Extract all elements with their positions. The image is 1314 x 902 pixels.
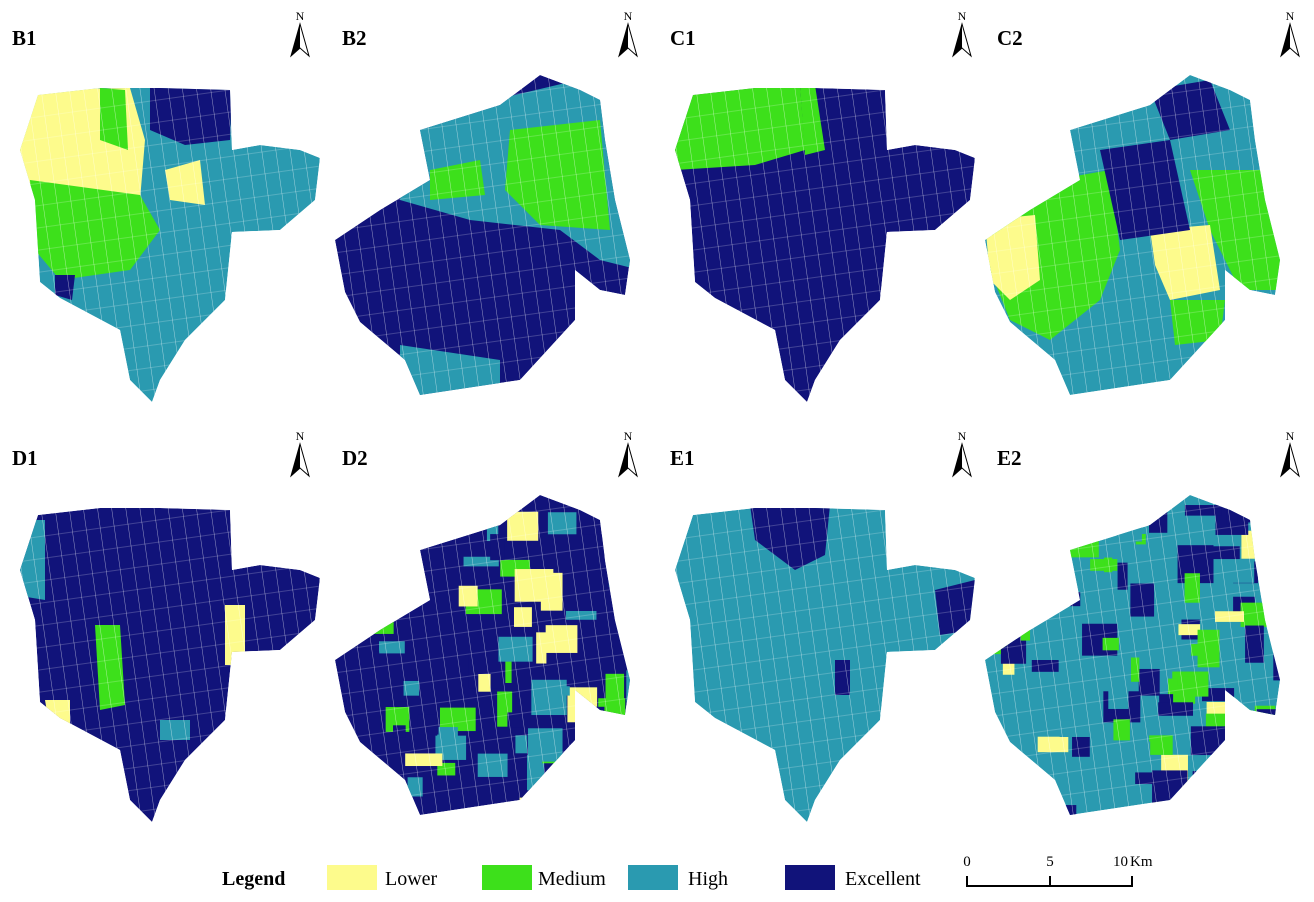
legend-label: Medium <box>538 868 606 890</box>
zone <box>599 747 630 784</box>
zone <box>638 519 658 536</box>
zone <box>335 537 356 546</box>
north-arrow-half <box>1281 24 1290 56</box>
zone <box>1275 518 1280 528</box>
zone <box>1192 771 1207 788</box>
north-arrow-half <box>953 444 962 476</box>
legend-label: Excellent <box>845 868 921 890</box>
north-label: N <box>296 429 305 443</box>
zone <box>544 780 554 815</box>
panel-label: E2 <box>997 446 1022 470</box>
scale-label: 5 <box>1046 854 1054 870</box>
north-label: N <box>958 429 967 443</box>
zone <box>1253 773 1280 797</box>
legend-title: Legend <box>222 868 285 890</box>
zone <box>1011 587 1032 619</box>
zone <box>636 813 663 847</box>
zone <box>1003 573 1016 593</box>
panel-label: B1 <box>12 26 37 50</box>
zone <box>366 787 399 815</box>
north-arrow-half <box>291 444 300 476</box>
panel-label: C1 <box>670 26 696 50</box>
legend: Legend Lower Medium High Excellent <box>222 865 921 890</box>
zone <box>1209 780 1235 815</box>
legend-swatch <box>482 865 532 890</box>
zone <box>986 589 1018 615</box>
zone <box>1024 761 1034 797</box>
legend-swatch <box>327 865 377 890</box>
zone <box>419 498 435 509</box>
zone <box>1259 726 1280 742</box>
north-label: N <box>296 9 305 23</box>
zone <box>336 627 348 643</box>
zone <box>358 582 387 607</box>
panel-label: D2 <box>342 446 368 470</box>
zone <box>1288 561 1314 582</box>
zone <box>545 795 566 815</box>
zone <box>1073 518 1093 540</box>
north-label: N <box>624 9 633 23</box>
legend-swatch <box>628 865 678 890</box>
zone <box>614 786 630 815</box>
zone <box>366 789 390 815</box>
scale-label: 0 <box>963 854 971 870</box>
north-arrow-half <box>619 24 628 56</box>
zone <box>1209 760 1230 793</box>
zone <box>1288 507 1299 524</box>
scale-bar: 0 5 10 Km <box>963 854 1153 887</box>
zone <box>602 530 630 541</box>
zone <box>626 746 630 762</box>
zone <box>600 801 617 815</box>
zone <box>404 512 414 524</box>
zone <box>1284 766 1312 791</box>
panel-label: B2 <box>342 26 367 50</box>
zone <box>1048 532 1067 560</box>
map-panel <box>985 75 1280 395</box>
zone <box>572 739 594 774</box>
zone <box>1032 511 1055 532</box>
map-area <box>985 75 1280 395</box>
zone <box>638 800 669 821</box>
panel-label: C2 <box>997 26 1023 50</box>
north-arrow-half <box>619 444 628 476</box>
zone <box>1184 807 1202 815</box>
zone <box>615 587 630 618</box>
zone <box>1046 505 1060 529</box>
zone <box>985 762 1020 772</box>
zone <box>543 775 555 793</box>
panel-label: D1 <box>12 446 38 470</box>
north-label: N <box>958 9 967 23</box>
zone <box>604 779 630 815</box>
scale-label: 10 <box>1113 854 1128 870</box>
zone <box>1009 592 1029 610</box>
zone <box>626 670 630 702</box>
legend-swatch <box>785 865 835 890</box>
zone <box>1256 709 1280 743</box>
scale-unit: Km <box>1130 854 1153 870</box>
zone <box>626 513 630 529</box>
north-label: N <box>624 429 633 443</box>
zone <box>381 519 420 535</box>
zone <box>570 797 593 812</box>
zone <box>608 550 624 587</box>
north-label: N <box>1286 429 1295 443</box>
north-arrow-half <box>953 24 962 56</box>
zone <box>556 777 577 793</box>
zone <box>602 513 619 539</box>
north-arrow-half <box>1281 444 1290 476</box>
zone <box>1235 755 1266 793</box>
panel-label: E1 <box>670 446 695 470</box>
zone <box>616 501 630 516</box>
legend-label: High <box>688 868 728 890</box>
north-label: N <box>1286 9 1295 23</box>
zone <box>1010 592 1038 614</box>
zone <box>1270 571 1280 608</box>
zone <box>376 520 388 532</box>
zone <box>388 532 416 541</box>
zone <box>519 797 534 810</box>
legend-label: Lower <box>385 868 438 890</box>
zone <box>1275 593 1280 624</box>
north-arrow-half <box>291 24 300 56</box>
